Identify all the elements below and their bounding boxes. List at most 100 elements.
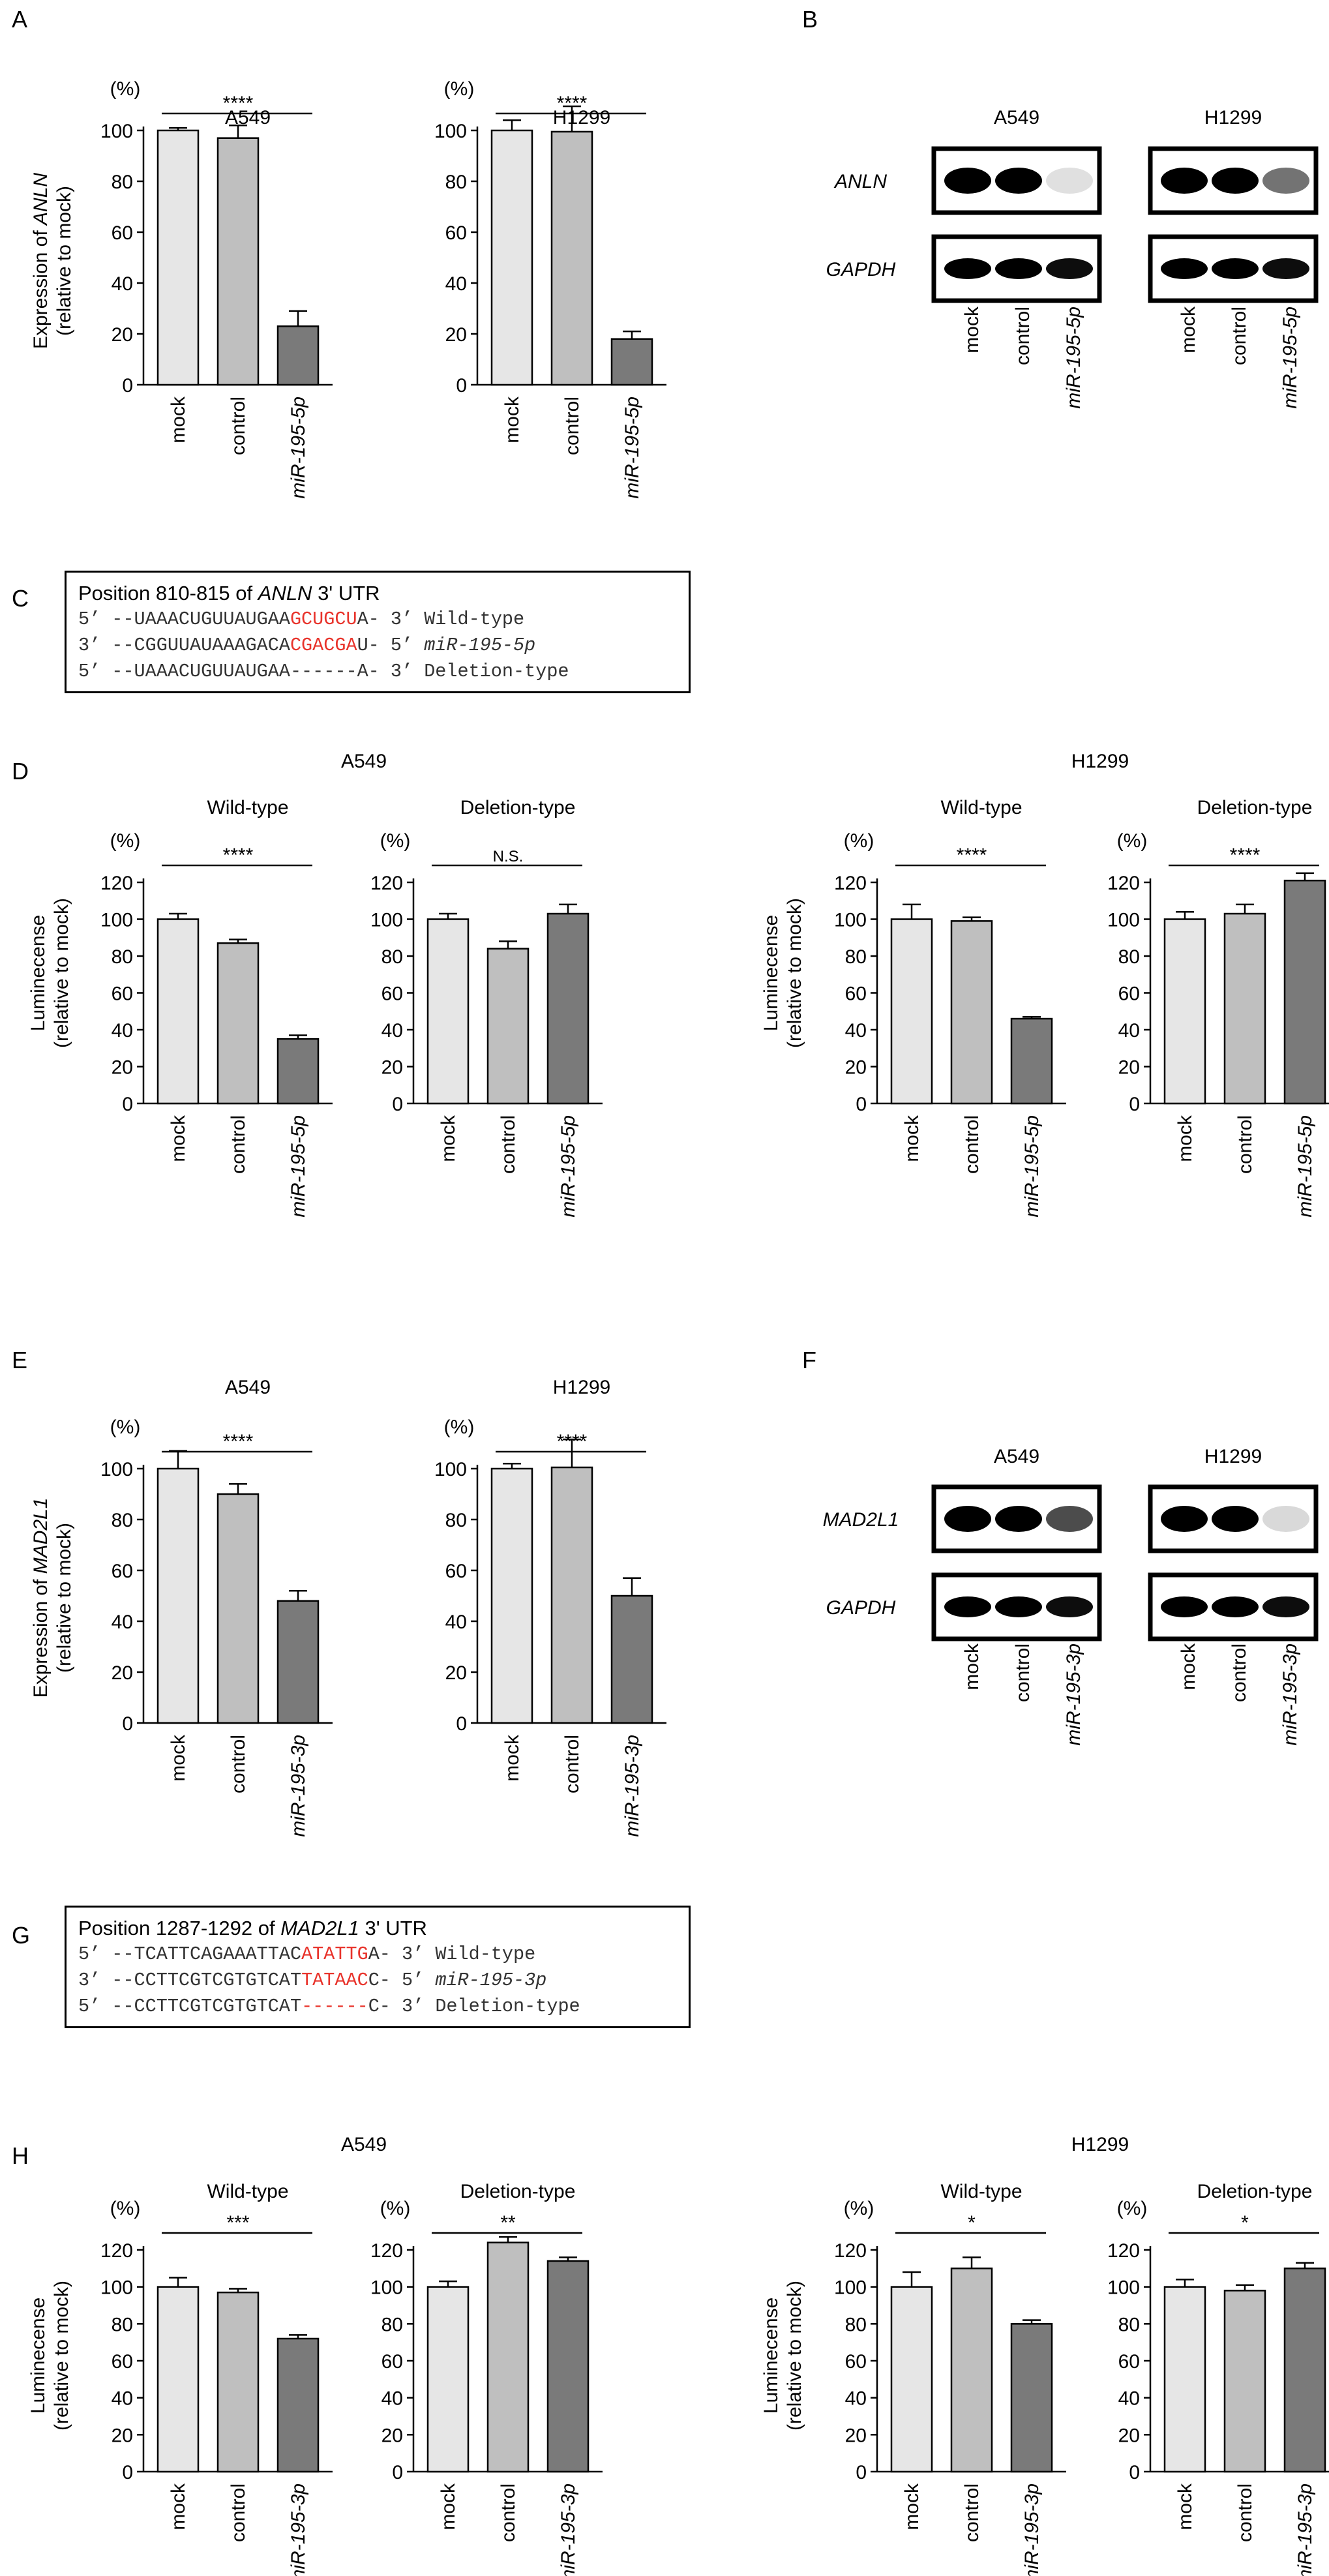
category-label: mock [1174, 2483, 1196, 2530]
category-label: mock [168, 2483, 189, 2530]
lane-label: mock [1178, 306, 1199, 353]
y-tick-label: 80 [1118, 2314, 1140, 2335]
y-tick-label: 100 [834, 2277, 867, 2299]
sequence-box-anln: Position 810-815 of ANLN 3' UTR 5’ --UAA… [65, 571, 691, 693]
y-axis-label-sub: (relative to mock) [53, 1523, 75, 1673]
blot-band [1212, 168, 1259, 194]
y-axis-label-sub: (relative to mock) [53, 186, 75, 336]
sequence-line-deletion-type: 5’ --CCTTCGTCGTGTCAT------C- 3’ Deletion… [78, 1994, 677, 2020]
y-axis-label-sub: (relative to mock) [51, 898, 72, 1048]
y-tick-label: 80 [381, 2314, 403, 2335]
percent-label: (%) [110, 1416, 141, 1438]
seq-highlight: CGACGA [290, 635, 357, 656]
blot-band [995, 258, 1042, 279]
bar [610, 1595, 653, 1724]
seq-part: C- 5’ [368, 1969, 436, 1991]
y-tick-label: 100 [434, 121, 467, 142]
category-label: miR-195-3p [621, 1735, 643, 1837]
panel-letter-h: H [12, 2142, 29, 2169]
sequence-line-wild-type: 5’ --UAAACUGUUAUGAAGCUGCUA- 3’ Wild-type [78, 607, 677, 633]
bar [486, 948, 530, 1105]
seq-part: 5’ --CCTTCGTCGTGTCAT [78, 1996, 302, 2017]
y-tick-label: 60 [445, 222, 467, 244]
seq-part: C- 3’ [368, 1996, 436, 2017]
category-label: control [561, 397, 583, 455]
blot-band [1262, 1596, 1309, 1617]
y-tick-label: 40 [112, 1020, 133, 1041]
y-tick-label: 60 [1118, 983, 1140, 1005]
lane-label: control [1229, 307, 1250, 365]
y-tick-label: 120 [370, 2240, 403, 2262]
y-axis-label: Luminecense [27, 2298, 49, 2414]
category-label: mock [438, 2483, 459, 2530]
category-label: mock [168, 1734, 189, 1782]
cell-line-title: H1299 [553, 1377, 610, 1398]
significance-label: * [1241, 2212, 1249, 2234]
percent-label: (%) [844, 830, 874, 852]
subtitle: Wild-type [940, 2181, 1022, 2202]
y-tick-label: 120 [1107, 873, 1140, 894]
cell-line-title: A549 [341, 751, 387, 772]
y-tick-label: 80 [445, 1510, 467, 1531]
y-tick-label: 0 [122, 1094, 133, 1115]
bar [157, 129, 200, 386]
category-label: miR-195-5p [288, 397, 309, 499]
y-tick-label: 60 [1118, 2351, 1140, 2373]
y-tick-label: 120 [1107, 2240, 1140, 2262]
bar [276, 1038, 320, 1105]
bar [486, 2241, 530, 2473]
bar-chart-h-9: 0 20 40 60 80 100 120 (%) mock control miR-195-3p *… [27, 2134, 387, 2576]
y-tick-label: 80 [112, 2314, 133, 2335]
blot-band [944, 258, 991, 279]
category-label: mock [501, 396, 523, 443]
y-axis-label-prefix: Expression of [30, 1574, 52, 1698]
percent-label: (%) [380, 2198, 411, 2219]
seq-part: A- 3’ [357, 608, 425, 630]
y-axis-label-sub: (relative to mock) [784, 2281, 805, 2431]
bar [157, 2286, 200, 2473]
sequence-line-wild-type: 5’ --TCATTCAGAAATTACATATTGA- 3’ Wild-typ… [78, 1941, 677, 1968]
bar [1283, 2268, 1326, 2473]
y-tick-label: 40 [112, 2388, 133, 2410]
category-label: control [228, 397, 249, 455]
category-label: miR-195-3p [288, 1735, 309, 1837]
significance-label: * [968, 2212, 976, 2234]
category-label: miR-195-5p [621, 397, 643, 499]
blot-band [1161, 1596, 1208, 1617]
y-tick-label: 100 [370, 2277, 403, 2299]
y-tick-label: 20 [112, 324, 133, 346]
cell-line-title: H1299 [553, 107, 610, 128]
y-tick-label: 0 [856, 2462, 867, 2483]
bar [1163, 918, 1206, 1105]
y-tick-label: 20 [445, 324, 467, 346]
y-tick-label: 20 [1118, 1057, 1140, 1079]
bar [217, 137, 260, 386]
y-tick-label: 60 [445, 1561, 467, 1582]
seq-part: 5’ --UAAACUGUUAUGAA------A- 3’ [78, 661, 425, 682]
y-tick-label: 120 [100, 2240, 133, 2262]
category-label: miR-195-3p [288, 2483, 309, 2576]
bar [890, 2286, 933, 2473]
y-tick-label: 120 [100, 873, 133, 894]
seq-highlight: GCUGCU [290, 608, 357, 630]
seq-title-suffix: 3' UTR [312, 582, 380, 605]
y-tick-label: 0 [122, 1713, 133, 1735]
panel-letter-a: A [12, 6, 27, 33]
percent-label: (%) [110, 78, 141, 100]
y-tick-label: 60 [845, 2351, 867, 2373]
sequence-line-deletion-type: 5’ --UAAACUGUUAUGAA------A- 3’ Deletion-… [78, 659, 677, 685]
blot-band [1161, 168, 1208, 194]
seq-title-prefix: Position 1287-1292 of [78, 1917, 281, 1939]
y-tick-label: 120 [834, 873, 867, 894]
blot-band [944, 1506, 991, 1532]
panel-letter-c: C [12, 585, 29, 612]
y-tick-label: 20 [1118, 2425, 1140, 2446]
bar [276, 1600, 320, 1724]
bar [276, 325, 320, 386]
blot-cell-title: H1299 [1204, 107, 1262, 128]
category-label: mock [438, 1115, 459, 1162]
y-tick-label: 40 [112, 1611, 133, 1633]
panel-letter-g: G [12, 1922, 30, 1949]
significance-label: **** [957, 845, 987, 866]
y-tick-label: 40 [112, 273, 133, 295]
